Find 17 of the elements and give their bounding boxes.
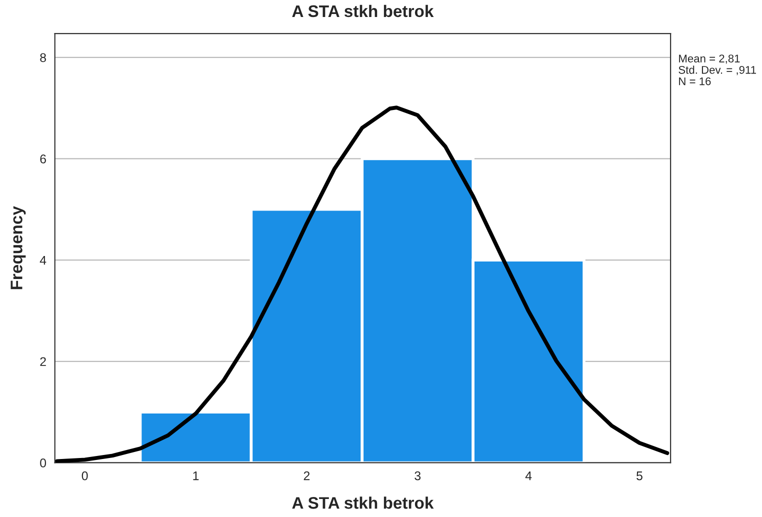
text: Mean = 2,81 (679, 54, 740, 64)
y-tick-label: 6 (40, 154, 46, 164)
x-tick-label: 4 (525, 472, 532, 480)
y-tick-label: 8 (40, 53, 46, 62)
x-tick-label: 5 (636, 472, 642, 480)
y-tick-label: 4 (40, 256, 46, 265)
x-tick-label: 2 (304, 471, 310, 480)
y-axis-title: Frequency (10, 206, 26, 290)
text: N = 16 (679, 77, 711, 86)
chart-title: A STA stkh betrok (292, 4, 434, 18)
x-axis-title: A STA stkh betrok (292, 496, 434, 509)
y-tick-label: 2 (40, 357, 46, 366)
x-tick-label: 3 (414, 471, 421, 480)
x-tick-label: 0 (82, 471, 88, 480)
y-tick-label: 0 (40, 458, 46, 468)
text: Std. Dev. = ,911 (678, 66, 756, 76)
x-tick-label: 1 (193, 472, 199, 480)
